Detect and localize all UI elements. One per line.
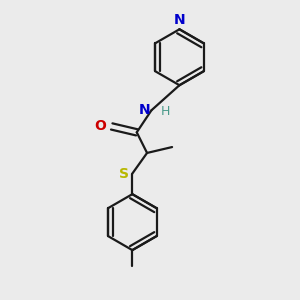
Text: N: N (174, 13, 185, 27)
Text: N: N (138, 103, 150, 117)
Text: O: O (94, 119, 106, 134)
Text: S: S (119, 167, 129, 181)
Text: H: H (161, 105, 170, 118)
